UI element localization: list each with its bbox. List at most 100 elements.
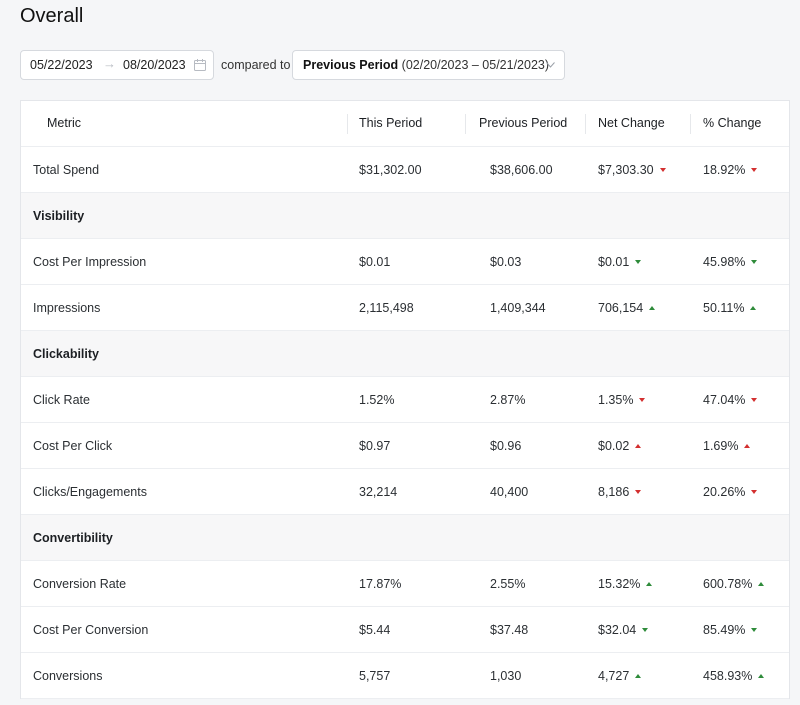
metric-name-cell: Click Rate bbox=[33, 393, 90, 407]
pct-change-value: 45.98% bbox=[703, 255, 746, 269]
metric-name: Cost Per Impression bbox=[33, 255, 147, 269]
pct-change-value-cell: 458.93% bbox=[703, 669, 765, 683]
metric-name: Click Rate bbox=[33, 393, 90, 407]
metric-name: Conversion Rate bbox=[33, 577, 127, 591]
this-period-value-cell: 1.52% bbox=[359, 393, 394, 407]
previous-period-value: $0.96 bbox=[490, 439, 522, 453]
metric-name: Cost Per Click bbox=[33, 439, 113, 453]
range-arrow-icon: → bbox=[103, 56, 116, 71]
pct-change-value-cell: 20.26% bbox=[703, 485, 758, 499]
net-change-value: 15.32% bbox=[598, 577, 641, 591]
trend-up-icon bbox=[750, 305, 757, 310]
table-row: Clicks/Engagements 32,214 40,400 8,186 20.26… bbox=[21, 469, 789, 515]
net-change-value-cell: $0.01 bbox=[598, 255, 642, 269]
column-divider bbox=[585, 114, 586, 134]
metrics-table: Metric This Period Previous Period Net C… bbox=[20, 100, 790, 699]
trend-down-icon bbox=[635, 489, 642, 494]
previous-period-value: $38,606.00 bbox=[490, 163, 553, 177]
this-period-value: $31,302.00 bbox=[359, 163, 422, 177]
pct-change-value: 1.69% bbox=[703, 439, 739, 453]
previous-period-value-cell: $38,606.00 bbox=[490, 163, 553, 177]
previous-period-value-cell: 2.87% bbox=[490, 393, 525, 407]
net-change-value-cell: 8,186 bbox=[598, 485, 642, 499]
trend-up-icon bbox=[635, 443, 642, 448]
section-row: Clickability bbox=[21, 331, 789, 377]
start-date-input[interactable]: 05/22/2023 bbox=[30, 58, 93, 72]
trend-up-icon bbox=[758, 581, 765, 586]
pct-change-value: 50.11% bbox=[703, 301, 745, 315]
trend-down-icon bbox=[751, 489, 758, 494]
trend-up-icon bbox=[635, 673, 642, 678]
this-period-value-cell: $5.44 bbox=[359, 623, 390, 637]
trend-up-icon bbox=[649, 305, 656, 310]
column-header-previous-period[interactable]: Previous Period bbox=[479, 116, 568, 130]
page-title: Overall bbox=[20, 5, 84, 27]
table-row: Cost Per Impression $0.01 $0.03 $0.01 45.98% bbox=[21, 239, 789, 285]
end-date-input[interactable]: 08/20/2023 bbox=[123, 58, 186, 72]
pct-change-value-cell: 600.78% bbox=[703, 577, 765, 591]
this-period-value-cell: 17.87% bbox=[359, 577, 401, 591]
metric-name: Clicks/Engagements bbox=[33, 485, 147, 499]
pct-change-value-cell: 47.04% bbox=[703, 393, 758, 407]
net-change-value: $32.04 bbox=[598, 623, 637, 637]
column-divider bbox=[690, 114, 691, 134]
table-row: Impressions 2,115,498 1,409,344 706,154 50.1… bbox=[21, 285, 789, 331]
trend-down-icon bbox=[639, 397, 646, 402]
previous-period-value: 40,400 bbox=[490, 485, 529, 499]
pct-change-value: 458.93% bbox=[703, 669, 753, 683]
this-period-value-cell: 32,214 bbox=[359, 485, 397, 499]
table-row: Conversion Rate 17.87% 2.55% 15.32% 600.78% bbox=[21, 561, 789, 607]
section-label: Convertibility bbox=[33, 531, 113, 545]
column-header-metric[interactable]: Metric bbox=[47, 116, 82, 130]
this-period-value-cell: $0.01 bbox=[359, 255, 390, 269]
table-row: Cost Per Click $0.97 $0.96 $0.02 1.69% bbox=[21, 423, 789, 469]
section-row: Convertibility bbox=[21, 515, 789, 561]
metric-name-cell: Total Spend bbox=[33, 163, 99, 177]
trend-down-icon bbox=[751, 259, 758, 264]
net-change-value: $0.02 bbox=[598, 439, 630, 453]
metric-name-cell: Conversion Rate bbox=[33, 577, 126, 591]
comparison-period-select[interactable]: Previous Period (02/20/2023 – 05/21/2023… bbox=[292, 50, 565, 80]
metric-name: Impressions bbox=[33, 301, 101, 315]
trend-down-icon bbox=[659, 167, 666, 172]
column-divider bbox=[347, 114, 348, 134]
pct-change-value-cell: 18.92% bbox=[703, 163, 758, 177]
previous-period-value-cell: 1,409,344 bbox=[490, 301, 546, 315]
previous-period-value-cell: $37.48 bbox=[490, 623, 528, 637]
previous-period-value-cell: 40,400 bbox=[490, 485, 528, 499]
this-period-value: $5.44 bbox=[359, 623, 391, 637]
date-range-picker[interactable]: 05/22/2023 → 08/20/2023 bbox=[20, 50, 214, 80]
comparison-period-value: Previous Period (02/20/2023 – 05/21/2023… bbox=[303, 58, 549, 72]
previous-period-value: 1,409,344 bbox=[490, 301, 546, 315]
pct-change-value: 20.26% bbox=[703, 485, 746, 499]
pct-change-value: 600.78% bbox=[703, 577, 753, 591]
net-change-value: 4,727 bbox=[598, 669, 630, 683]
this-period-value: $0.01 bbox=[359, 255, 391, 269]
previous-period-value: $37.48 bbox=[490, 623, 529, 637]
previous-period-value: 2.87% bbox=[490, 393, 526, 407]
metric-name-cell: Cost Per Conversion bbox=[33, 623, 148, 637]
chevron-down-icon bbox=[546, 62, 555, 68]
pct-change-value-cell: 45.98% bbox=[703, 255, 758, 269]
table-row: Click Rate 1.52% 2.87% 1.35% 47.04% bbox=[21, 377, 789, 423]
trend-down-icon bbox=[635, 259, 642, 264]
metric-name-cell: Impressions bbox=[33, 301, 100, 315]
metric-name-cell: Conversions bbox=[33, 669, 102, 683]
previous-period-value: 2.55% bbox=[490, 577, 526, 591]
pct-change-value-cell: 85.49% bbox=[703, 623, 758, 637]
table-row: Cost Per Conversion $5.44 $37.48 $32.04 85.4… bbox=[21, 607, 789, 653]
previous-period-value-cell: $0.96 bbox=[490, 439, 521, 453]
column-header-this-period[interactable]: This Period bbox=[359, 116, 423, 130]
column-header-pct-change[interactable]: % Change bbox=[703, 116, 762, 130]
comparison-label: Previous Period bbox=[303, 58, 399, 72]
metric-name: Total Spend bbox=[33, 163, 100, 177]
pct-change-value: 85.49% bbox=[703, 623, 746, 637]
net-change-value-cell: $7,303.30 bbox=[598, 163, 666, 177]
net-change-value-cell: $32.04 bbox=[598, 623, 649, 637]
net-change-value-cell: $0.02 bbox=[598, 439, 642, 453]
section-row: Visibility bbox=[21, 193, 789, 239]
previous-period-value: $0.03 bbox=[490, 255, 522, 269]
calendar-icon[interactable] bbox=[194, 59, 206, 71]
column-header-net-change[interactable]: Net Change bbox=[598, 116, 665, 130]
trend-down-icon bbox=[642, 627, 649, 632]
